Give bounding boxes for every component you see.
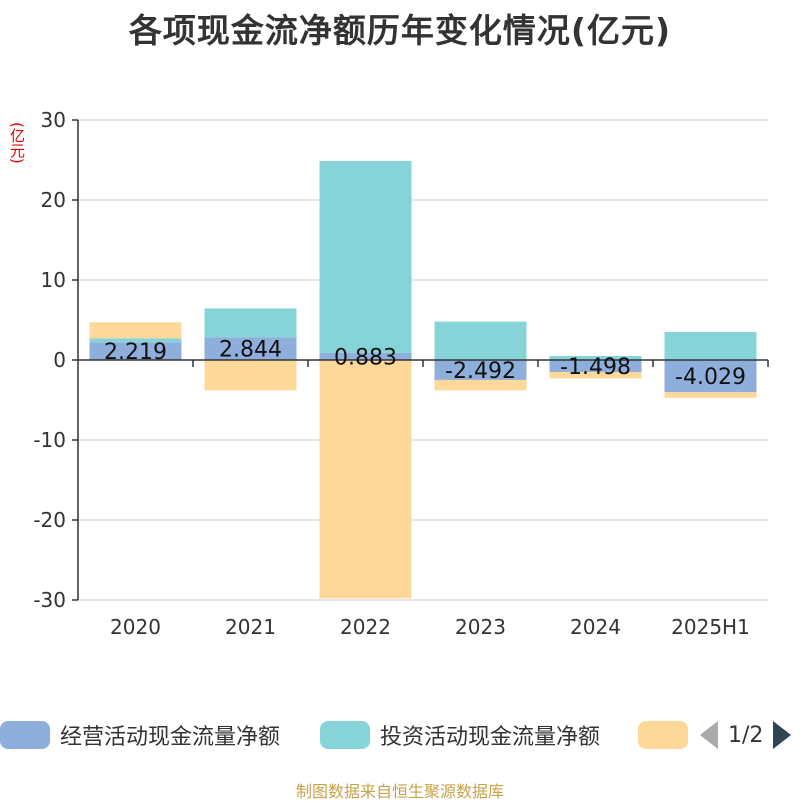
bar-series2-2025H1[interactable] bbox=[664, 392, 757, 398]
bar-series0-2024[interactable] bbox=[549, 360, 642, 372]
x-tick-label: 2025H1 bbox=[671, 615, 750, 639]
y-tick-label: 10 bbox=[41, 268, 66, 292]
data-label-2020: 2.219 bbox=[104, 340, 167, 365]
data-label-2021: 2.844 bbox=[219, 338, 282, 363]
y-axis-unit-label: (亿元) bbox=[8, 122, 26, 164]
data-labels: 2.219 2.844 0.883 -2.492 -1.498 -4.029 bbox=[104, 338, 746, 390]
legend-label-investing: 投资活动现金流量净额 bbox=[380, 725, 601, 750]
y-tick-label: -30 bbox=[33, 588, 66, 612]
y-tick-label: -20 bbox=[33, 508, 66, 532]
bar-series1-2020[interactable] bbox=[89, 338, 182, 343]
data-label-2025H1: -4.029 bbox=[675, 365, 746, 390]
bar-series2-2024[interactable] bbox=[549, 371, 642, 379]
pager-page-indicator: 1/2 bbox=[728, 722, 764, 748]
legend-pager: 1/2 bbox=[700, 715, 792, 755]
bar-series2-2022[interactable] bbox=[319, 360, 412, 599]
y-tick-label: -10 bbox=[33, 428, 66, 452]
bar-series0-2025H1[interactable] bbox=[664, 360, 757, 393]
legend-label-operating: 经营活动现金流量净额 bbox=[60, 725, 281, 750]
bar-series1-2024[interactable] bbox=[549, 356, 642, 360]
x-tick-label: 2020 bbox=[110, 615, 161, 639]
x-tick-label: 2021 bbox=[225, 615, 276, 639]
chart-plot: 30 20 10 0 -10 -20 -30 2020 2021 2022 2023 2024 2025… bbox=[33, 108, 769, 639]
bar-series0-2021[interactable] bbox=[204, 337, 297, 360]
bar-series1-2022[interactable] bbox=[319, 160, 412, 353]
y-tick-label: 20 bbox=[41, 188, 66, 212]
legend-swatch-operating bbox=[0, 721, 50, 749]
bar-series1-2023[interactable] bbox=[434, 321, 527, 360]
bar-series0-2023[interactable] bbox=[434, 360, 527, 380]
y-tick-label: 30 bbox=[41, 108, 66, 132]
chart-title: 各项现金流净额历年变化情况(亿元) bbox=[128, 11, 672, 50]
bar-series2-2021[interactable] bbox=[204, 360, 297, 391]
bar-series1-2025H1[interactable] bbox=[664, 332, 757, 360]
x-tick-label: 2023 bbox=[455, 615, 506, 639]
pager-next-icon[interactable] bbox=[773, 721, 792, 749]
legend: 经营活动现金流量净额 投资活动现金流量净额 bbox=[0, 715, 800, 755]
bar-series2-2020[interactable] bbox=[89, 322, 182, 339]
bars bbox=[89, 160, 757, 599]
bar-series0-2020[interactable] bbox=[89, 342, 182, 360]
legend-swatch-investing bbox=[320, 721, 370, 749]
data-label-2022: 0.883 bbox=[334, 345, 397, 370]
legend-swatch-financing bbox=[638, 721, 688, 749]
legend-item-investing[interactable]: 投资活动现金流量净额 bbox=[320, 715, 600, 755]
legend-item-financing[interactable] bbox=[638, 715, 698, 755]
x-tick-label: 2024 bbox=[570, 615, 621, 639]
pager-prev-icon[interactable] bbox=[700, 721, 718, 749]
data-label-2024: -1.498 bbox=[560, 355, 631, 380]
axes: 30 20 10 0 -10 -20 -30 2020 2021 2022 2023 2024 2025… bbox=[33, 108, 769, 639]
bar-series1-2021[interactable] bbox=[204, 308, 297, 338]
y-tick-label: 0 bbox=[53, 348, 66, 372]
bar-series0-2022[interactable] bbox=[319, 352, 412, 360]
bar-series2-2023[interactable] bbox=[434, 379, 527, 391]
legend-item-operating[interactable]: 经营活动现金流量净额 bbox=[0, 715, 280, 755]
source-footer: 制图数据来自恒生聚源数据库 bbox=[295, 782, 504, 801]
data-label-2023: -2.492 bbox=[445, 359, 516, 384]
x-tick-label: 2022 bbox=[340, 615, 391, 639]
